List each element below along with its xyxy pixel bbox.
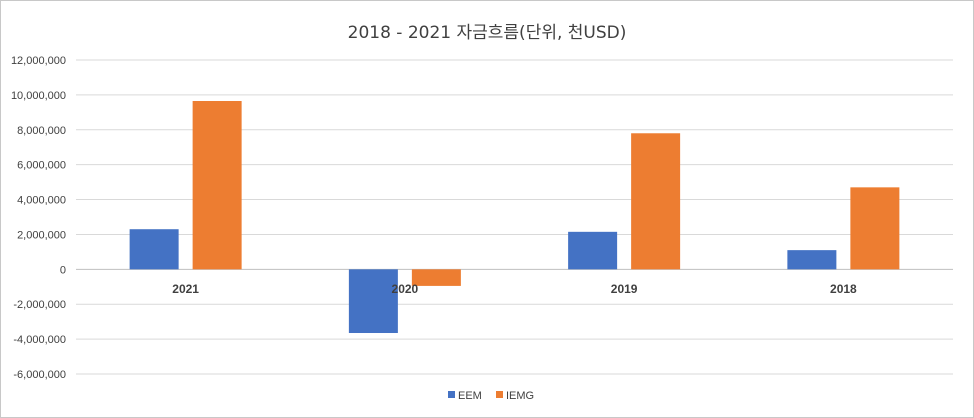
x-tick-label: 2020 [392,282,419,296]
y-axis-tick-labels: 12,000,000 10,000,000 8,000,000 6,000,000 4,… [11,55,66,381]
legend-swatch-iemg [496,391,503,398]
x-tick-label: 2018 [830,282,857,296]
bar-eem-2021 [129,229,179,270]
y-tick-label: 8,000,000 [17,125,66,137]
y-tick-label: 12,000,000 [11,55,66,67]
y-tick-label: 0 [60,264,66,276]
bar-eem-2020 [348,269,398,334]
legend-label-iemg: IEMG [506,390,534,402]
bar-eem-2019 [568,231,618,270]
x-tick-label: 2019 [611,282,638,296]
x-tick-label: 2021 [172,282,199,296]
chart-title: 2018 - 2021 자금흐름(단위, 천USD) [348,23,627,43]
y-tick-label: 4,000,000 [17,195,66,207]
legend-label-eem: EEM [458,390,482,402]
y-tick-label: 6,000,000 [17,160,66,172]
y-tick-label: -2,000,000 [13,299,66,311]
bar-iemg-2018 [850,187,900,270]
y-tick-label: -6,000,000 [13,369,66,381]
bar-eem-2018 [787,250,837,270]
bar-iemg-2019 [631,133,681,270]
legend-swatch-eem [448,391,455,398]
y-tick-label: -4,000,000 [13,334,66,346]
bars [129,100,900,334]
x-axis-tick-labels: 2021 2020 2019 2018 [172,282,857,296]
y-tick-label: 10,000,000 [11,90,66,102]
legend: EEM IEMG [448,390,534,402]
bar-iemg-2021 [192,100,242,270]
y-tick-label: 2,000,000 [17,229,66,241]
bar-iemg-2020 [411,269,461,286]
